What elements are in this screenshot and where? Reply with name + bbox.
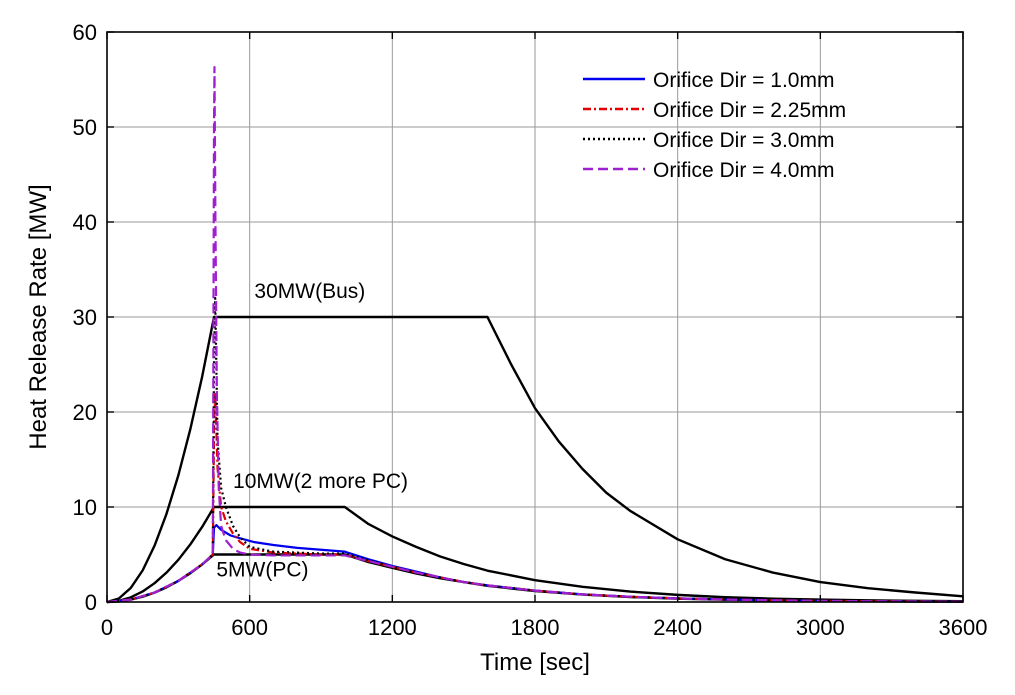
reference-curve — [106, 315, 964, 604]
x-tick-label: 1800 — [511, 615, 560, 640]
curve-annotation: 10MW(2 more PC) — [233, 470, 408, 493]
series-line — [106, 66, 964, 604]
y-axis-title: Heat Release Rate [MW] — [25, 184, 52, 449]
legend-label: Orifice Dir = 3.0mm — [653, 129, 834, 152]
y-tick-label: 60 — [73, 20, 97, 45]
x-tick-label: 3600 — [939, 615, 988, 640]
x-axis-title: Time [sec] — [480, 649, 590, 676]
axis-ticks — [106, 31, 964, 603]
curve-annotations: 30MW(Bus) 10MW(2 more PC) 5MW(PC) — [216, 280, 408, 581]
curve-annotation: 5MW(PC) — [216, 558, 308, 581]
y-tick-label: 0 — [85, 590, 97, 615]
y-tick-label: 20 — [73, 400, 97, 425]
y-tick-label: 50 — [73, 115, 97, 140]
x-tick-label: 600 — [231, 615, 268, 640]
tick-labels: 0 600 1200 1800 2400 3000 3600 0 10 20 30 40 50 60 — [73, 20, 988, 640]
y-tick-label: 10 — [73, 495, 97, 520]
x-tick-label: 0 — [101, 615, 113, 640]
curve-annotation: 30MW(Bus) — [254, 280, 365, 303]
legend: Orifice Dir = 1.0mm Orifice Dir = 2.25mm O… — [583, 69, 846, 182]
y-tick-label: 30 — [73, 305, 97, 330]
x-tick-label: 1200 — [368, 615, 417, 640]
x-tick-label: 3000 — [796, 615, 845, 640]
y-tick-label: 40 — [73, 210, 97, 235]
series-line — [106, 391, 964, 604]
legend-label: Orifice Dir = 2.25mm — [653, 99, 846, 122]
x-tick-label: 2400 — [653, 615, 702, 640]
legend-label: Orifice Dir = 1.0mm — [653, 69, 834, 92]
reference-curve — [106, 505, 964, 604]
legend-label: Orifice Dir = 4.0mm — [653, 159, 834, 182]
